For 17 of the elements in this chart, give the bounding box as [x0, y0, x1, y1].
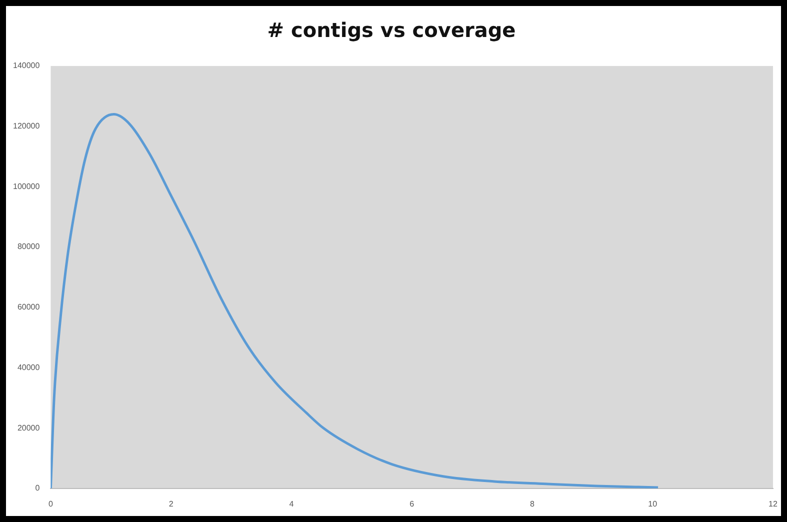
- y-tick-label: 0: [35, 484, 40, 493]
- y-tick-label: 60000: [17, 302, 40, 312]
- y-tick-label: 20000: [17, 423, 40, 432]
- y-tick-label: 140000: [12, 61, 40, 70]
- chart-title: # contigs vs coverage: [267, 18, 516, 42]
- x-tick-label: 6: [410, 499, 415, 508]
- x-tick-label: 4: [289, 499, 294, 508]
- y-tick-label: 80000: [17, 242, 40, 252]
- x-tick-label: 0: [48, 499, 54, 508]
- y-tick-label: 100000: [12, 182, 40, 191]
- y-tick-label: 120000: [12, 122, 40, 131]
- x-tick-label: 2: [168, 499, 174, 508]
- x-tick-label: 10: [648, 499, 658, 508]
- x-tick-label: 8: [530, 499, 536, 508]
- y-tick-label: 40000: [17, 362, 40, 372]
- line-series: [50, 113, 660, 488]
- x-tick-label: 12: [768, 499, 778, 508]
